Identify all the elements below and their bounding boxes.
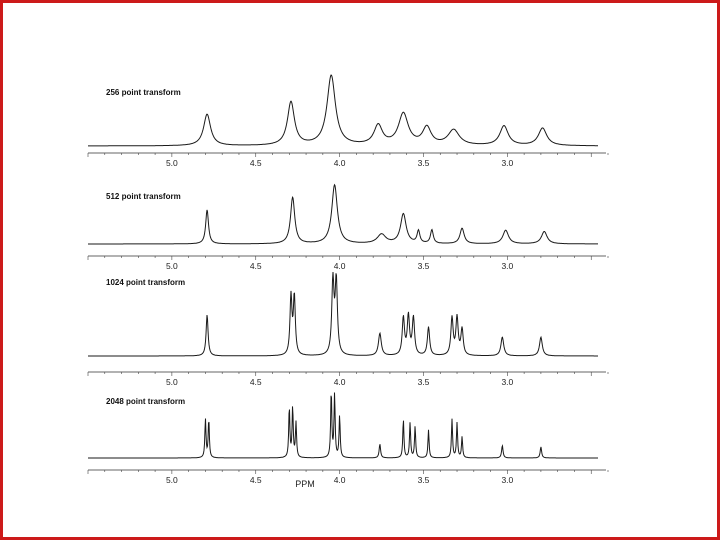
x-tick-label: 5.0 xyxy=(166,261,178,271)
panel-label: 512 point transform xyxy=(106,192,181,201)
x-tick-label: 4.0 xyxy=(334,261,346,271)
panel-label: 1024 point transform xyxy=(106,278,185,287)
x-tick-label: 5.0 xyxy=(166,158,178,168)
spectrum-panel-3: 1024 point transform 5.0 4.5 4.0 3.5 3.0 xyxy=(87,271,609,387)
x-tick-label: 3.0 xyxy=(501,261,513,271)
x-tick-label: 4.5 xyxy=(250,261,262,271)
spectrum-panel-4: 2048 point transform 5.0 4.5 4.0 3.5 3.0 xyxy=(87,392,609,485)
x-tick-label: 4.0 xyxy=(334,377,346,387)
x-tick-label: 3.5 xyxy=(418,158,430,168)
spectrum-line xyxy=(88,74,598,147)
x-axis-label: PPM xyxy=(295,479,315,489)
x-tick-label: 4.5 xyxy=(250,158,262,168)
x-tick-label: 3.5 xyxy=(418,261,430,271)
spectrum-panel-2: 512 point transform 5.0 4.5 4.0 3.5 3.0 xyxy=(87,183,609,271)
spectrum-line xyxy=(88,271,598,357)
x-tick-label: 5.0 xyxy=(166,377,178,387)
x-tick-label: 3.5 xyxy=(418,475,430,485)
x-tick-label: 3.0 xyxy=(501,475,513,485)
spectrum-line xyxy=(88,392,598,459)
spectrum-line xyxy=(88,183,598,245)
x-tick-label: 4.5 xyxy=(250,377,262,387)
x-tick-label: 4.0 xyxy=(334,475,346,485)
x-tick-label: 3.5 xyxy=(418,377,430,387)
panel-label: 2048 point transform xyxy=(106,397,185,406)
x-tick-label: 4.5 xyxy=(250,475,262,485)
x-tick-label: 3.0 xyxy=(501,158,513,168)
x-tick-label: 4.0 xyxy=(334,158,346,168)
spectrum-panel-1: 256 point transform 5.0 4.5 4.0 3.5 3.0 xyxy=(87,74,609,168)
x-tick-label: 5.0 xyxy=(166,475,178,485)
panel-label: 256 point transform xyxy=(106,88,181,97)
x-tick-label: 3.0 xyxy=(501,377,513,387)
